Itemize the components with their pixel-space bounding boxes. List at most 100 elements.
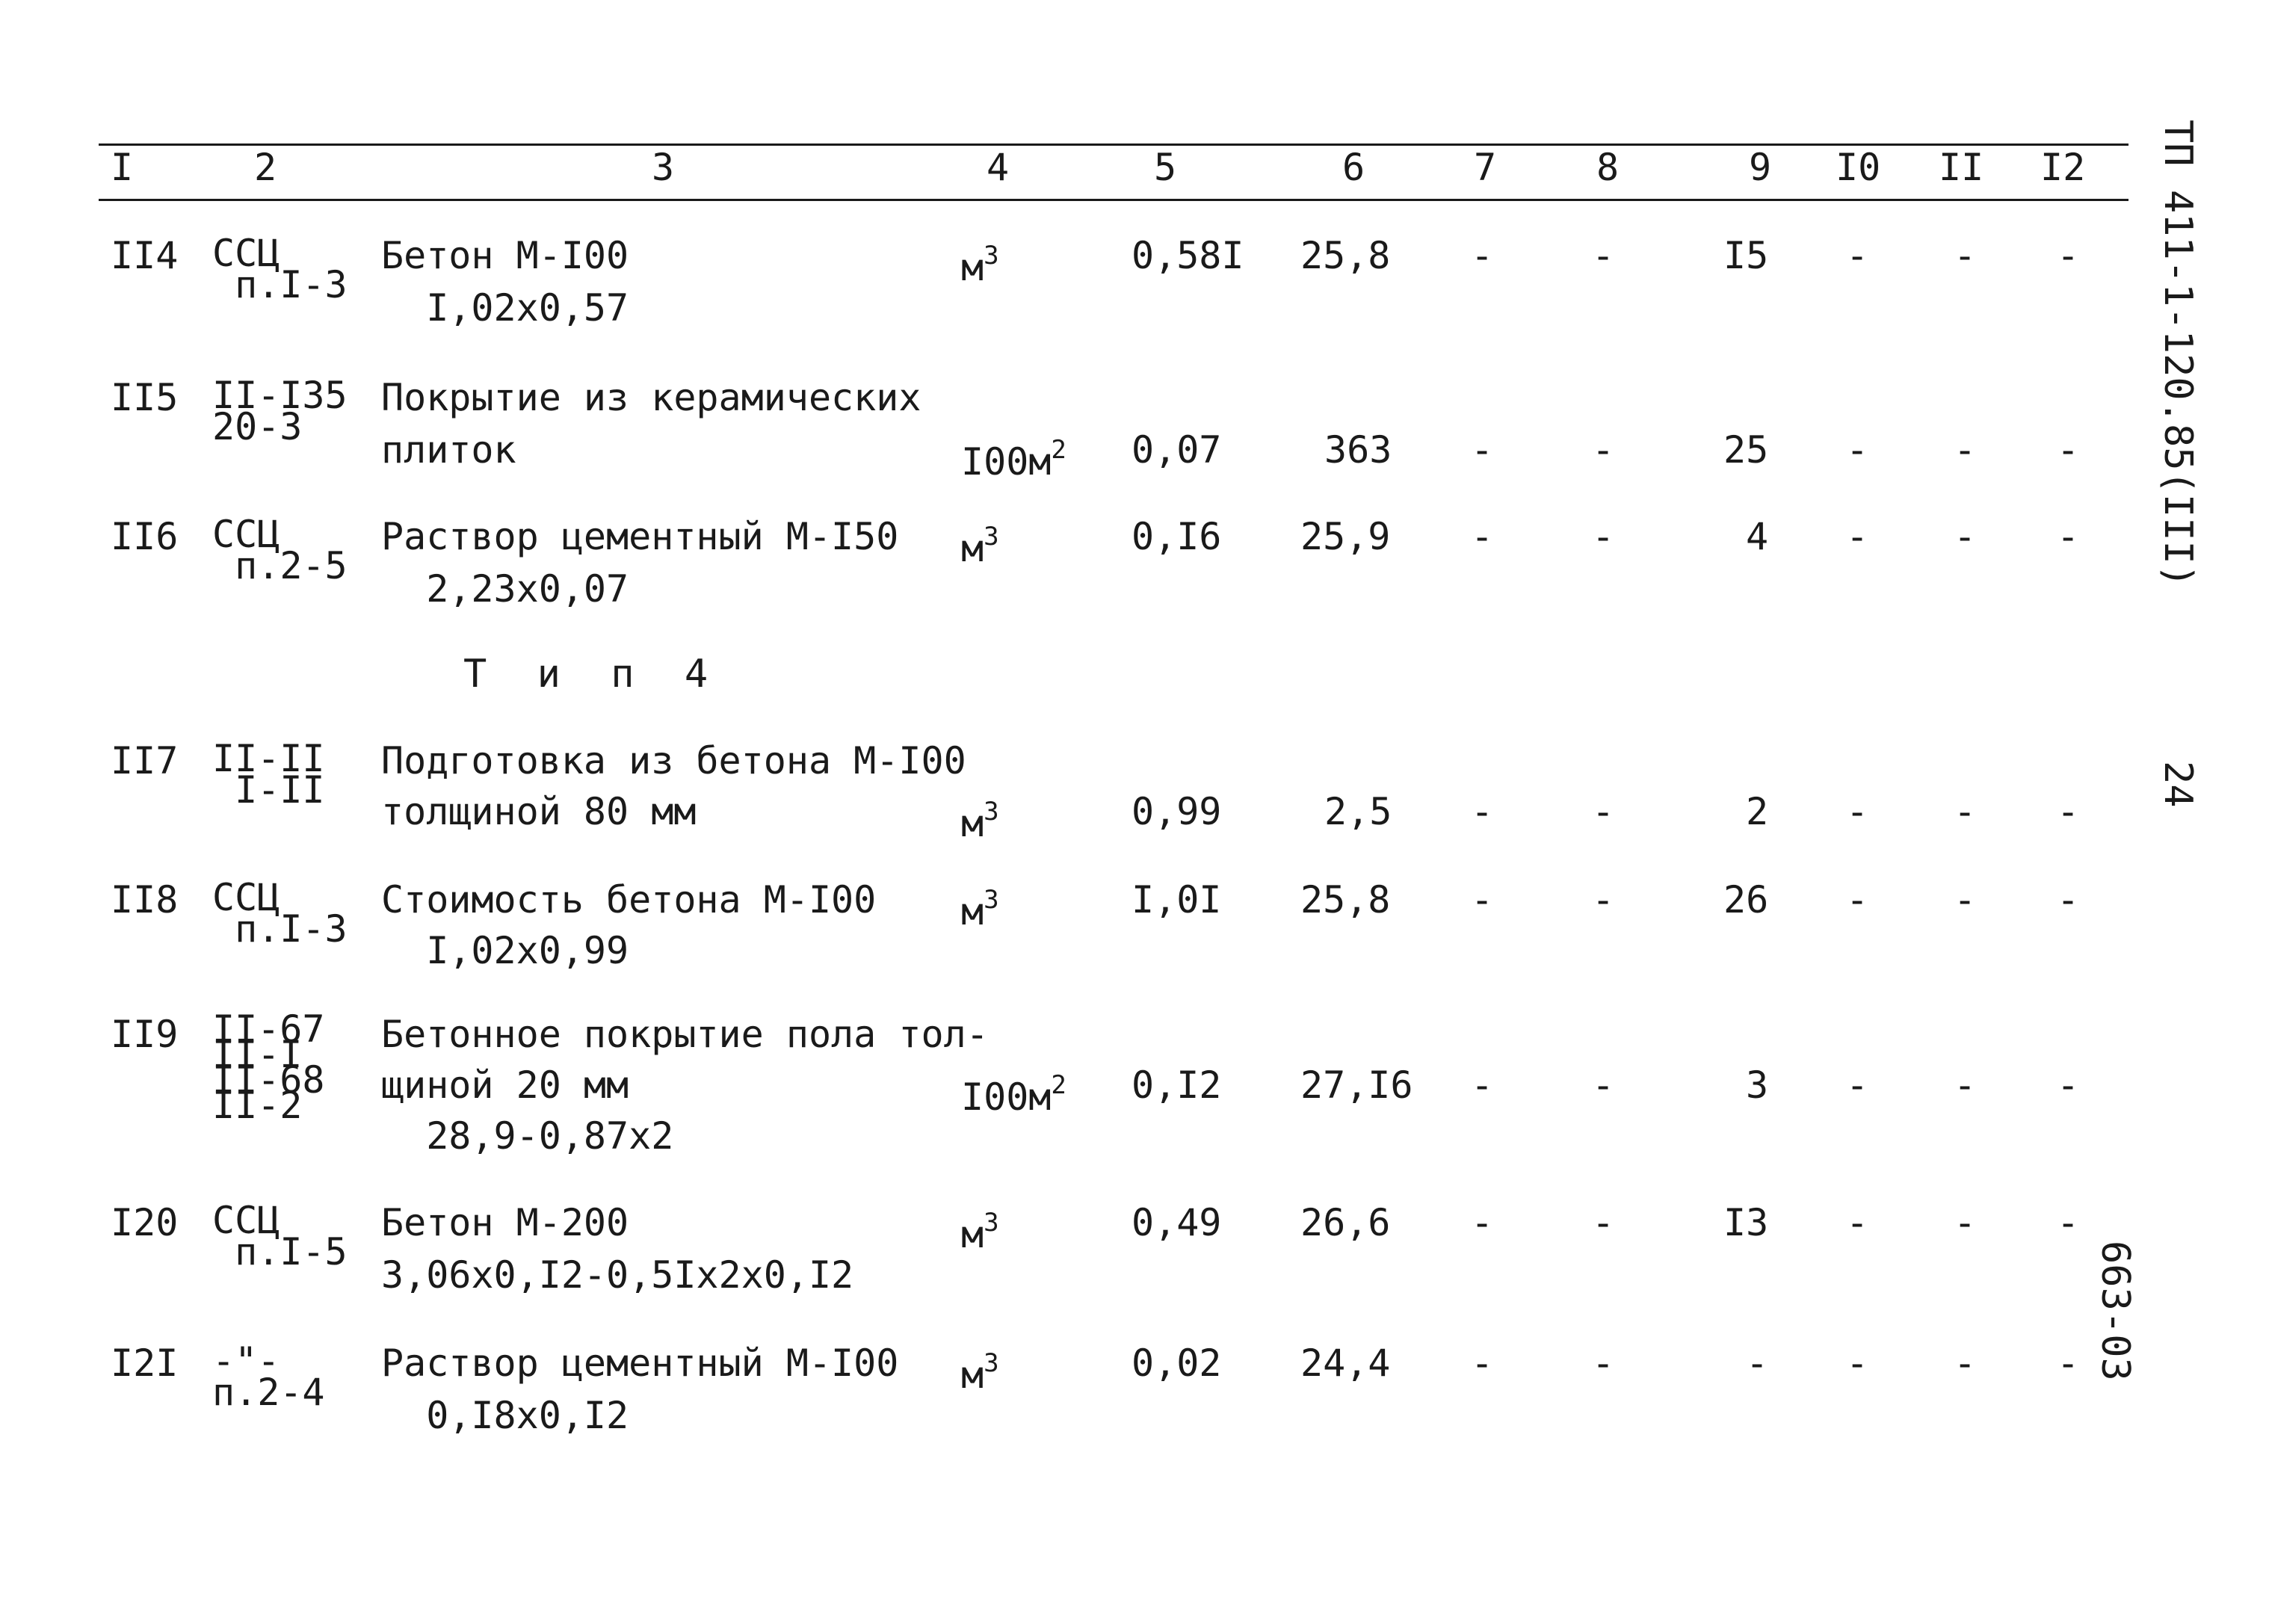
column-header-12: I2 <box>2040 146 2086 189</box>
col-8: - <box>1592 428 1615 472</box>
reference: II-67 II-I II-68 II-2 <box>212 1007 325 1127</box>
unit-price: 25,8 <box>1300 878 1391 921</box>
col-10: - <box>1846 234 1869 277</box>
col-9: 26 <box>1723 878 1769 921</box>
quantity: 0,07 <box>1132 428 1222 472</box>
row-number: II7 <box>111 739 179 782</box>
col-10: - <box>1846 515 1869 558</box>
column-header-4: 4 <box>987 146 1010 189</box>
reference: ССЦ п.2-5 <box>212 513 348 587</box>
col-9: - <box>1746 1342 1769 1385</box>
col-11: - <box>1954 1063 1977 1107</box>
quantity: 0,49 <box>1132 1201 1222 1244</box>
quantity: I,0I <box>1132 878 1222 921</box>
col-12: - <box>2057 234 2080 277</box>
col-9: 4 <box>1746 515 1769 558</box>
col-10: - <box>1846 428 1869 472</box>
col-12: - <box>2057 1063 2080 1107</box>
col-7: - <box>1471 515 1494 558</box>
col-12: - <box>2057 428 2080 472</box>
col-11: - <box>1954 878 1977 921</box>
row-number: II6 <box>111 515 179 558</box>
unit-price: 26,6 <box>1300 1201 1391 1244</box>
unit: м3 <box>961 241 999 289</box>
col-8: - <box>1592 878 1615 921</box>
unit: I00м2 <box>961 1070 1066 1119</box>
col-7: - <box>1471 1063 1494 1107</box>
col-12: - <box>2057 878 2080 921</box>
unit-price: 27,I6 <box>1300 1063 1413 1107</box>
header-top-rule <box>99 143 2128 146</box>
reference: II-I35 20-3 <box>212 374 348 448</box>
row-number: I2I <box>111 1342 179 1385</box>
col-11: - <box>1954 234 1977 277</box>
column-header-1: I <box>111 146 134 189</box>
column-header-5: 5 <box>1154 146 1177 189</box>
quantity: 0,58I <box>1132 234 1244 277</box>
reference: II-II I-II <box>212 737 325 812</box>
col-12: - <box>2057 1201 2080 1244</box>
description-line: Бетон М-200 <box>381 1201 629 1244</box>
col-7: - <box>1471 878 1494 921</box>
sheet-code: 663-03 <box>2093 1241 2137 1381</box>
description-line: Бетон М-I00 <box>381 234 629 277</box>
quantity: 0,I6 <box>1132 515 1222 558</box>
document-code: ТП 411-1-120.85(III) <box>2155 120 2200 588</box>
col-10: - <box>1846 790 1869 833</box>
col-11: - <box>1954 1201 1977 1244</box>
unit: м3 <box>961 797 999 845</box>
col-10: - <box>1846 1201 1869 1244</box>
col-7: - <box>1471 234 1494 277</box>
header-bottom-rule <box>99 199 2128 201</box>
unit-price: 363 <box>1324 428 1392 472</box>
col-8: - <box>1592 1342 1615 1385</box>
description-line: 3,06х0,I2-0,5Iх2х0,I2 <box>381 1253 854 1297</box>
col-9: I3 <box>1723 1201 1769 1244</box>
description-line: Раствор цементный М-I50 <box>381 515 899 558</box>
page-number: 24 <box>2155 761 2200 808</box>
description-line: 28,9-0,87х2 <box>381 1114 674 1158</box>
col-10: - <box>1846 1063 1869 1107</box>
column-header-9: 9 <box>1749 146 1772 189</box>
description-line: 2,23х0,07 <box>381 567 629 611</box>
col-12: - <box>2057 1342 2080 1385</box>
unit: м3 <box>961 522 999 570</box>
description-line: Бетонное покрытие пола тол- <box>381 1013 989 1056</box>
column-header-7: 7 <box>1474 146 1497 189</box>
row-number: I20 <box>111 1201 179 1244</box>
reference: ССЦ п.I-3 <box>212 876 348 951</box>
description-line: щиной 20 мм <box>381 1063 629 1107</box>
col-7: - <box>1471 1342 1494 1385</box>
description-line: Подготовка из бетона М-I00 <box>381 739 966 782</box>
row-number: II4 <box>111 234 179 277</box>
col-10: - <box>1846 1342 1869 1385</box>
col-8: - <box>1592 790 1615 833</box>
unit: I00м2 <box>961 435 1066 484</box>
description-line: I,02х0,57 <box>381 286 629 330</box>
section-title: Т и п 4 <box>463 652 722 697</box>
unit-price: 25,9 <box>1300 515 1391 558</box>
quantity: 0,02 <box>1132 1342 1222 1385</box>
column-header-3: 3 <box>652 146 675 189</box>
col-9: I5 <box>1723 234 1769 277</box>
reference: ССЦ п.I-5 <box>212 1199 348 1273</box>
col-8: - <box>1592 515 1615 558</box>
unit: м3 <box>961 885 999 933</box>
description-line: Раствор цементный М-I00 <box>381 1342 899 1385</box>
col-11: - <box>1954 515 1977 558</box>
col-12: - <box>2057 790 2080 833</box>
quantity: 0,I2 <box>1132 1063 1222 1107</box>
col-9: 25 <box>1723 428 1769 472</box>
col-7: - <box>1471 790 1494 833</box>
row-number: II9 <box>111 1013 179 1056</box>
description-line: Стоимость бетона М-I00 <box>381 878 877 921</box>
unit: м3 <box>961 1208 999 1256</box>
col-7: - <box>1471 428 1494 472</box>
row-number: II5 <box>111 376 179 419</box>
col-12: - <box>2057 515 2080 558</box>
col-7: - <box>1471 1201 1494 1244</box>
col-8: - <box>1592 1063 1615 1107</box>
unit-price: 2,5 <box>1324 790 1392 833</box>
column-header-6: 6 <box>1342 146 1365 189</box>
col-9: 2 <box>1746 790 1769 833</box>
